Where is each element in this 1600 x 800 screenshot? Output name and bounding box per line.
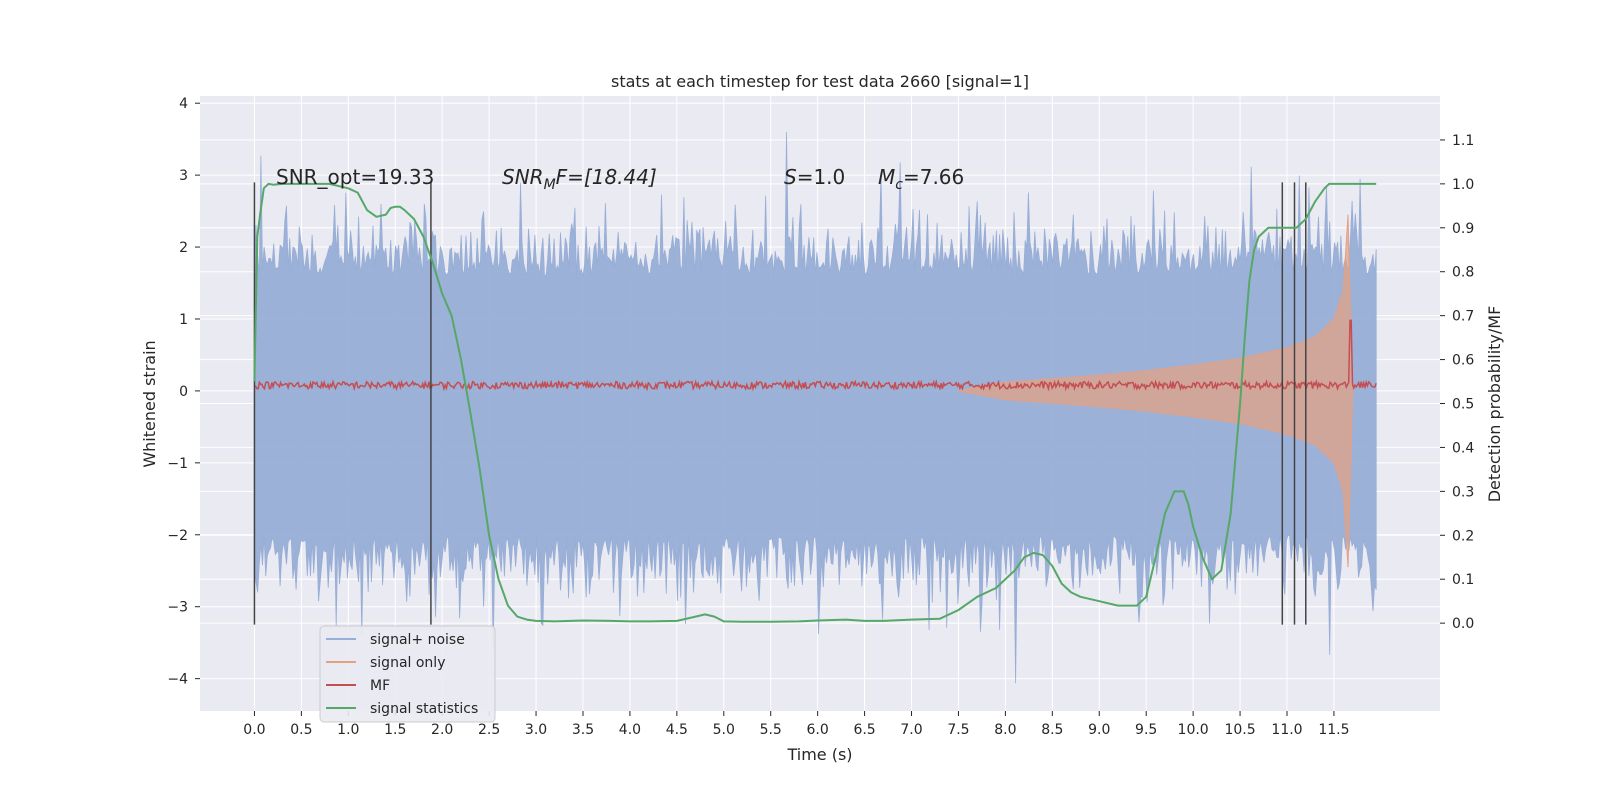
series-signal-only: [958, 214, 1354, 568]
x-tick-label: 5.0: [713, 722, 735, 738]
legend-label-noise: signal+ noise: [370, 632, 465, 648]
y-tick-label: −3: [167, 600, 188, 616]
right-ticks: 0.0 0.1 0.2 0.3 0.4 0.5 0.6 0.7 0.8 0.9 1.0 1.1: [1440, 133, 1474, 632]
x-tick-label: 4.5: [666, 722, 688, 738]
right-tick-label: 0.8: [1452, 265, 1474, 281]
y-axis-right-label: Detection probability/MF: [1485, 306, 1504, 503]
annotation-mc: Mc=7.66: [878, 165, 964, 193]
right-tick-label: 0.0: [1452, 616, 1474, 632]
y-tick-label: 2: [179, 240, 188, 256]
annotation-mc-sub: c: [895, 177, 903, 193]
x-tick-label: 7.5: [947, 722, 969, 738]
right-tick-label: 0.1: [1452, 572, 1474, 588]
x-tick-label: 10.5: [1224, 722, 1255, 738]
x-tick-label: 6.5: [853, 722, 875, 738]
series-signal-statistics: [253, 182, 1377, 623]
right-tick-label: 1.0: [1452, 177, 1474, 193]
legend-box: [319, 625, 496, 723]
x-tick-label: 11.5: [1318, 722, 1349, 738]
x-tick-label: 3.5: [572, 722, 594, 738]
x-tick-label: 7.0: [900, 722, 922, 738]
right-tick-label: 0.4: [1452, 440, 1474, 456]
annotations: SNR_opt=19.33 SNRMF=[18.44] S=1.0 Mc=7.6…: [276, 165, 964, 193]
x-tick-label: 4.0: [619, 722, 641, 738]
right-tick-label: 0.7: [1452, 309, 1474, 325]
x-tick-label: 5.5: [760, 722, 782, 738]
x-tick-label: 0.0: [243, 722, 265, 738]
x-ticks: 0.0 0.5 1.0 1.5 2.0 2.5 3.0 3.5 4.0 4.5 5.0 5.5 6.0 6…: [243, 711, 1350, 738]
x-axis-label: Time (s): [786, 745, 852, 764]
annotation-snr-opt: SNR_opt=19.33: [276, 165, 434, 189]
annotation-s: S=1.0: [784, 165, 845, 189]
chart-title: stats at each timestep for test data 266…: [611, 72, 1029, 91]
y-ticks: −4 −3 −2 −1 0 1 2 3 4: [167, 96, 200, 688]
y-tick-label: 3: [179, 168, 188, 184]
y-tick-label: 0: [179, 384, 188, 400]
annotation-mc-val: =7.66: [903, 165, 964, 189]
y-tick-label: −2: [167, 528, 188, 544]
y-tick-label: −1: [167, 456, 188, 472]
x-tick-label: 9.5: [1135, 722, 1157, 738]
series-signal-noise: [254, 131, 1377, 684]
y-tick-label: 1: [179, 312, 188, 328]
x-tick-label: 11.0: [1271, 722, 1302, 738]
y-tick-label: −4: [167, 672, 188, 688]
legend: signal+ noise signal only MF signal stat…: [319, 625, 496, 723]
annotation-mc-var: M: [878, 165, 895, 189]
y-tick-label: 4: [179, 96, 188, 112]
right-tick-label: 0.6: [1452, 353, 1474, 369]
x-tick-label: 9.0: [1088, 722, 1110, 738]
legend-label-signal-only: signal only: [370, 655, 445, 671]
x-tick-label: 3.0: [525, 722, 547, 738]
annotation-s-val: =1.0: [797, 165, 846, 189]
series-layer: [253, 131, 1377, 684]
x-tick-label: 1.0: [337, 722, 359, 738]
x-tick-label: 2.0: [431, 722, 453, 738]
right-tick-label: 0.9: [1452, 221, 1474, 237]
right-tick-label: 0.5: [1452, 397, 1474, 413]
annotation-snr-mf: SNRMF=[18.44]: [502, 165, 657, 193]
right-tick-label: 0.2: [1452, 528, 1474, 544]
x-tick-label: 2.5: [478, 722, 500, 738]
x-tick-label: 0.5: [290, 722, 312, 738]
annotation-snr-mf-tail: F=[18.44]: [556, 165, 657, 189]
legend-label-mf: MF: [370, 678, 390, 694]
x-tick-label: 8.5: [1041, 722, 1063, 738]
annotation-snr-mf-var: SNR: [502, 165, 544, 189]
annotation-s-var: S: [784, 165, 797, 189]
x-tick-label: 6.0: [807, 722, 829, 738]
right-tick-label: 1.1: [1452, 133, 1474, 149]
legend-label-statistics: signal statistics: [370, 701, 478, 717]
right-tick-label: 0.3: [1452, 484, 1474, 500]
x-tick-label: 8.0: [994, 722, 1016, 738]
x-tick-label: 1.5: [384, 722, 406, 738]
annotation-snr-mf-sub: M: [544, 177, 556, 193]
x-tick-label: 10.0: [1178, 722, 1209, 738]
series-mf: [254, 319, 1377, 392]
y-axis-label: Whitened strain: [140, 340, 159, 467]
